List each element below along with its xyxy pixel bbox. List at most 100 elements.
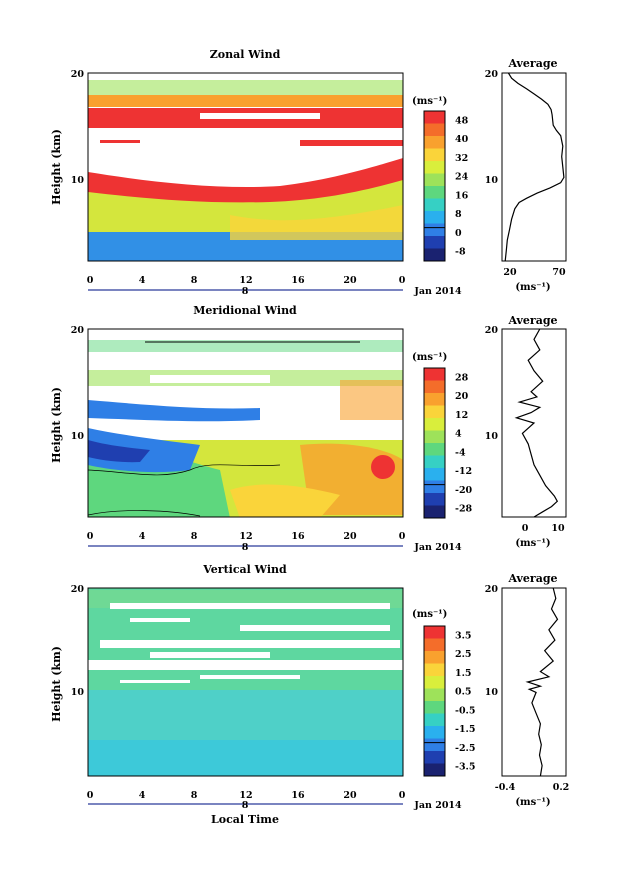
colorbar-level-label: 12 [455,410,468,421]
date-marker: 8 [242,800,249,811]
colorbar-swatch [424,368,445,381]
x-tick-label: 20 [343,275,357,286]
profile-line [525,587,559,777]
colorbar-swatch [424,676,445,689]
colorbar-swatch [424,186,445,199]
x-axis-label: Local Time [211,813,279,826]
colorbar: 28 20 12 4 -4 -12 -20 -28 [423,367,473,519]
colorbar-swatch [424,726,445,739]
colorbar-swatch [424,111,445,124]
colorbar-level-label: 24 [455,172,469,183]
colorbar-swatch [424,248,445,262]
zonal-wind-panel: Zonal Wind 20 10 Height (km) 0 4 8 12 16… [50,48,567,297]
profile-title: Average [507,57,557,70]
colorbar-swatch [424,688,445,702]
panel-title: Meridional Wind [193,304,297,317]
colorbar-swatch [424,493,445,506]
meridional-wind-panel: Meridional Wind 20 10 Height (km) 0 [50,304,567,553]
profile-line [504,72,565,262]
colorbar-swatch [424,418,445,431]
profile-title: Average [507,314,557,327]
colorbar-level-label: -12 [455,466,472,477]
colorbar-level-label: -28 [455,504,473,515]
y-tick-label: 20 [71,584,85,595]
x-tick-label: 8 [191,275,198,286]
colorbar-swatch [424,405,445,419]
colorbar-swatch [424,455,445,469]
profile-title: Average [507,572,557,585]
colorbar-frame [423,625,446,777]
x-tick-label: 20 [343,531,357,542]
y-tick-label: 10 [71,431,85,442]
heatmap-field [88,588,403,776]
x-tick-label: 8 [191,790,198,801]
profile-x-tick: 10 [551,523,565,534]
colorbar-swatch [424,380,445,394]
colorbar-swatch [424,701,445,714]
x-tick-label: 16 [291,790,305,801]
colorbar-unit: (ms⁻¹) [412,352,447,363]
profile-x-tick: 70 [552,267,566,278]
colorbar-frame [423,110,446,262]
colorbar-level-label: -0.5 [455,705,475,716]
colorbar-level-label: 20 [455,391,469,402]
colorbar-level-label: 16 [455,190,469,201]
date-label: Jan 2014 [413,800,462,811]
colorbar-level-label: 0 [455,228,462,239]
colorbar-swatch [424,161,445,174]
colorbar-level-label: 48 [455,115,469,126]
colorbar: 3.5 2.5 1.5 0.5 -0.5 -1.5 -2.5 -3.5 [423,625,475,777]
colorbar-swatch [424,663,445,677]
colorbar-swatch [424,223,445,237]
y-tick-label: 20 [71,69,85,80]
colorbar-swatch [424,173,445,187]
profile-y-tick: 20 [485,69,499,80]
profile-line [514,328,559,518]
profile-x-tick: 0.2 [553,782,570,793]
profile-x-tick: 0 [522,523,529,534]
x-tick-label: 0 [87,275,94,286]
x-tick-label: 12 [239,790,252,801]
x-tick-label: 0 [87,531,94,542]
colorbar-level-label: 32 [455,153,468,164]
profile-y-tick: 20 [485,584,499,595]
colorbar-frame [423,367,446,519]
colorbar-swatch [424,651,445,664]
profile-frame [501,72,567,262]
colorbar-swatch [424,638,445,652]
colorbar-level-label: 4 [455,429,462,440]
colorbar-level-label: 28 [455,372,469,383]
profile-unit: (ms⁻¹) [515,282,550,293]
colorbar-swatch [424,198,445,212]
colorbar-swatch [424,468,445,481]
heatmap-field [88,329,403,517]
date-label: Jan 2014 [413,542,462,553]
colorbar-swatch [424,236,445,249]
y-tick-label: 10 [71,175,85,186]
colorbar-swatch [424,393,445,406]
y-axis-label: Height (km) [50,646,63,722]
x-tick-label: 16 [291,275,305,286]
profile-x-tick: -0.4 [495,782,516,793]
x-tick-label: 0 [399,790,406,801]
colorbar-swatch [424,123,445,137]
x-tick-label: 20 [343,790,357,801]
colorbar-level-label: 8 [455,209,462,220]
panel-title: Vertical Wind [202,563,287,576]
profile-y-tick: 10 [485,175,499,186]
colorbar-level-label: -3.5 [455,762,475,773]
colorbar-unit: (ms⁻¹) [412,96,447,107]
date-marker: 8 [242,286,249,297]
heatmap-field [88,73,403,261]
profile-x-tick: 20 [503,267,517,278]
colorbar-level-label: 2.5 [455,649,472,660]
colorbar-swatch [424,505,445,519]
x-tick-label: 12 [239,275,252,286]
colorbar-swatch [424,763,445,777]
colorbar-swatch [424,751,445,764]
y-tick-label: 20 [71,325,85,336]
colorbar-level-label: -4 [455,447,466,458]
x-tick-label: 4 [139,531,146,542]
x-tick-label: 4 [139,275,146,286]
panel-title: Zonal Wind [210,48,281,61]
